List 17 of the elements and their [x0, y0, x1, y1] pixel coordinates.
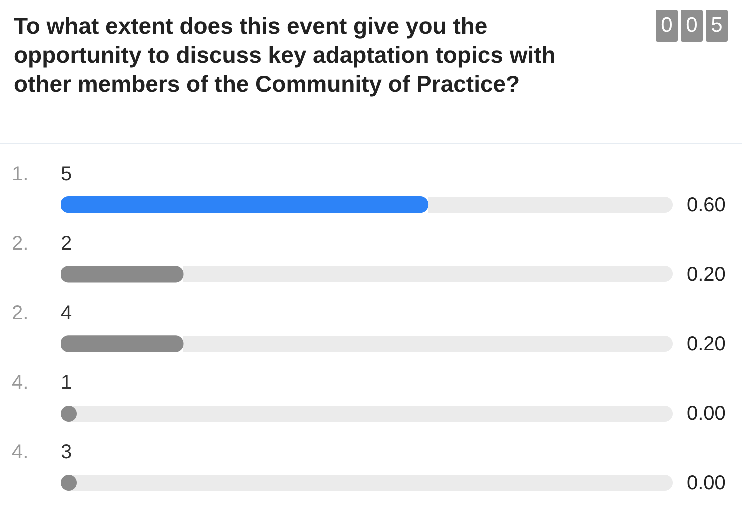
text: 2. — [12, 232, 29, 255]
text: 4. — [12, 372, 29, 394]
y-tick-label: 2 — [61, 232, 72, 255]
text: 1. — [12, 163, 29, 186]
data-label: 0.20 — [687, 334, 726, 356]
data-label: 0.00 — [687, 472, 726, 495]
text: 4. — [12, 442, 29, 464]
data-label: 0.60 — [687, 194, 726, 216]
y-tick-label: 1 — [61, 372, 72, 394]
y-tick-label: 5 — [61, 163, 72, 186]
data-label: 0.20 — [687, 264, 726, 286]
y-tick-label: 3 — [61, 442, 72, 464]
text: 2. — [12, 302, 29, 325]
text: 0 0 5 — [660, 13, 724, 39]
data-label: 0.00 — [687, 403, 726, 426]
chart-title: To what extent does this event give you the opportunity to discuss key adaptation topics with other members of the Community of Practice? — [14, 12, 557, 99]
y-tick-label: 4 — [61, 302, 72, 325]
